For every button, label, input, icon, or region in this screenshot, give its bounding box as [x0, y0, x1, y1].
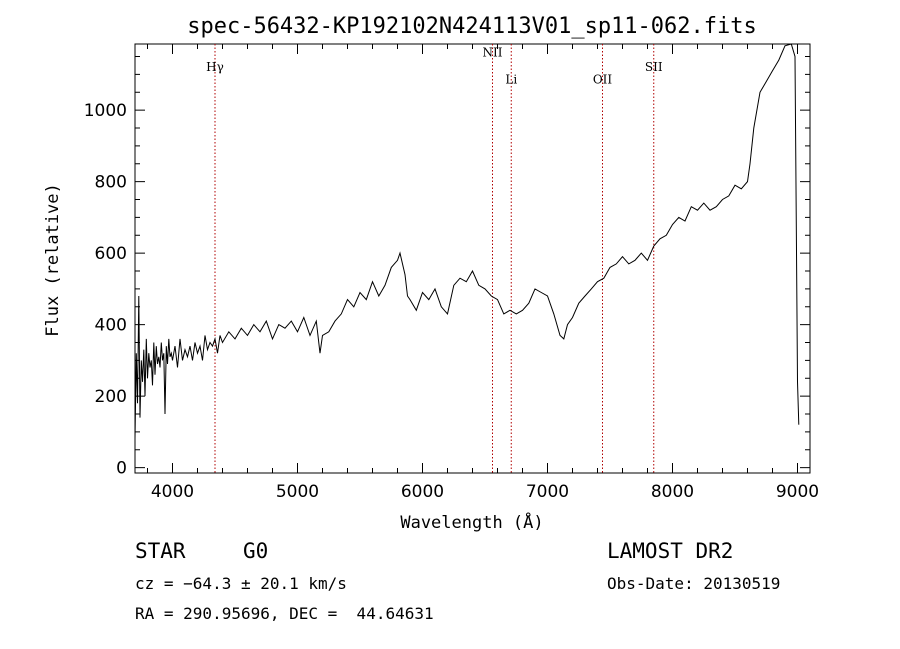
- spectral-line-label: Hγ: [206, 60, 224, 74]
- x-tick-label: 7000: [526, 482, 569, 502]
- y-tick-label: 400: [95, 316, 127, 336]
- x-tick-label: 9000: [776, 482, 819, 502]
- y-tick-label: 800: [95, 173, 127, 193]
- spectral-line-label: NII: [483, 46, 503, 60]
- x-tick-label: 5000: [276, 482, 319, 502]
- spectral-line-label: SII: [645, 60, 663, 74]
- x-tick-label: 8000: [651, 482, 694, 502]
- x-axis-label: Wavelength (Å): [400, 511, 543, 533]
- coordinates-text: RA = 290.95696, DEC = 44.64631: [135, 604, 434, 623]
- x-tick-label: 6000: [401, 482, 444, 502]
- survey-name: LAMOST DR2: [607, 539, 734, 563]
- spectral-line-label: OII: [593, 72, 613, 86]
- chart-title: spec-56432-KP192102N424113V01_sp11-062.f…: [187, 14, 757, 39]
- spectral-line-label: Li: [505, 72, 517, 86]
- obs-date-text: Obs-Date: 20130519: [607, 574, 781, 593]
- spectrum-series-line: [134, 43, 800, 440]
- plot-frame: [134, 43, 811, 474]
- x-tick-label: 4000: [151, 482, 194, 502]
- y-tick-label: 0: [116, 459, 127, 479]
- y-tick-label: 200: [95, 387, 127, 407]
- object-subclass: G0: [243, 539, 269, 563]
- y-tick-label: 600: [95, 244, 127, 264]
- y-axis-label: Flux (relative): [43, 183, 63, 337]
- object-class: STAR: [135, 539, 186, 563]
- y-tick-label: 1000: [84, 101, 127, 121]
- redshift-text: cz = −64.3 ± 20.1 km/s: [135, 574, 347, 593]
